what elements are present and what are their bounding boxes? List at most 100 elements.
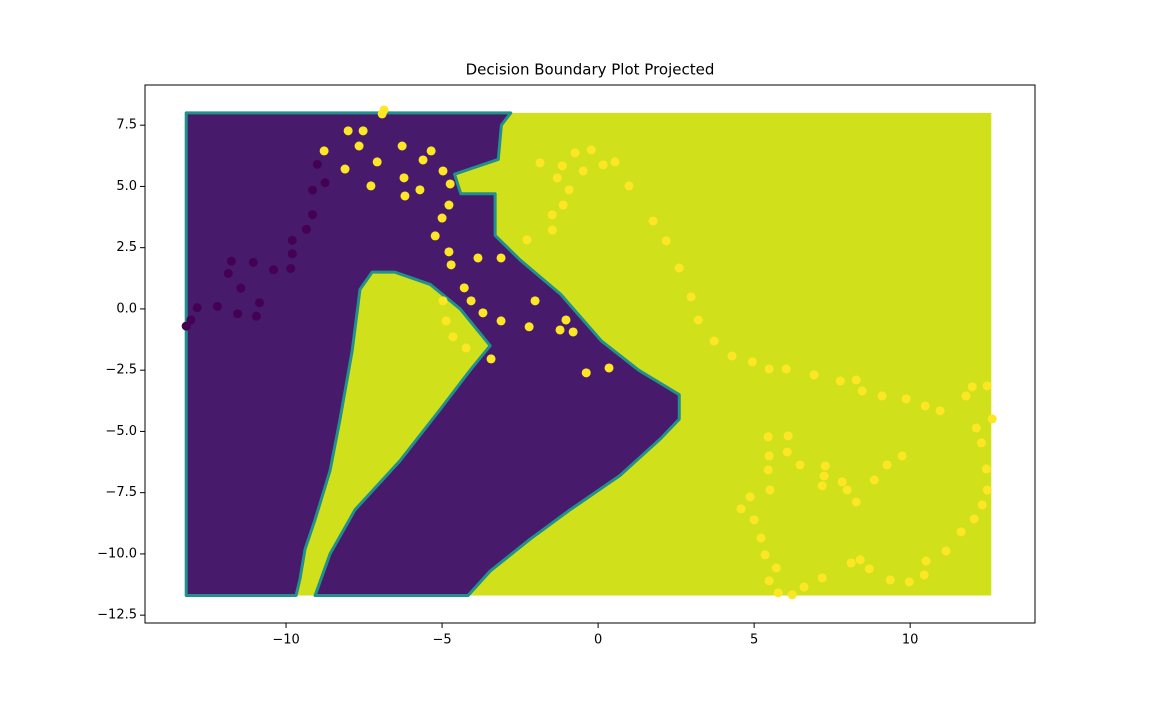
y-tick-label: −5.0	[105, 424, 137, 439]
scatter-point	[430, 231, 440, 241]
scatter-point	[446, 260, 456, 270]
y-tick-label: 5.0	[116, 179, 137, 194]
scatter-point	[981, 464, 991, 474]
scatter-point	[771, 563, 781, 573]
scatter-point	[855, 555, 865, 565]
scatter-point	[438, 296, 448, 306]
scatter-point	[418, 155, 428, 165]
scatter-point	[248, 257, 258, 267]
scatter-point	[648, 216, 658, 226]
scatter-point	[399, 173, 409, 183]
scatter-point	[781, 364, 791, 374]
scatter-point	[366, 181, 376, 191]
y-tick-label: 2.5	[116, 240, 137, 255]
scatter-point	[564, 185, 574, 195]
scatter-point	[709, 336, 719, 346]
scatter-point	[604, 363, 614, 373]
scatter-point	[340, 164, 350, 174]
y-tick-label: −12.5	[97, 608, 137, 623]
scatter-point	[982, 485, 992, 495]
scatter-point	[787, 590, 797, 600]
scatter-point	[941, 546, 951, 556]
scatter-point	[372, 157, 382, 167]
scatter-point	[820, 461, 830, 471]
scatter-point	[869, 475, 879, 485]
scatter-point	[437, 213, 447, 223]
scatter-point	[301, 224, 311, 234]
scatter-point	[552, 173, 562, 183]
scatter-point	[223, 268, 233, 278]
scatter-point	[438, 166, 448, 176]
scatter-point	[809, 370, 819, 380]
scatter-point	[547, 210, 557, 220]
plot-frame	[144, 84, 1036, 624]
scatter-point	[598, 160, 608, 170]
scatter-point	[578, 166, 588, 176]
y-tick-label: −7.5	[105, 485, 137, 500]
scatter-point	[919, 570, 929, 580]
scatter-point	[308, 210, 318, 220]
scatter-point	[935, 406, 945, 416]
scatter-point	[530, 296, 540, 306]
scatter-point	[444, 200, 454, 210]
scatter-point	[461, 343, 471, 353]
scatter-point	[674, 263, 684, 273]
scatter-point	[727, 351, 737, 361]
scatter-point	[192, 303, 202, 313]
scatter-point	[857, 386, 867, 396]
scatter-point	[763, 465, 773, 475]
scatter-point	[763, 432, 773, 442]
scatter-point	[400, 191, 410, 201]
scatter-point	[586, 145, 596, 155]
scatter-point	[287, 249, 297, 259]
scatter-point	[956, 527, 966, 537]
scatter-point	[977, 500, 987, 510]
scatter-point	[251, 311, 261, 321]
scatter-point	[343, 126, 353, 136]
scatter-point	[773, 588, 783, 598]
scatter-point	[445, 179, 455, 189]
scatter-point	[760, 550, 770, 560]
scatter-point	[524, 322, 534, 332]
scatter-point	[287, 235, 297, 245]
scatter-point	[319, 146, 329, 156]
scatter-point	[377, 109, 387, 119]
scatter-point	[756, 533, 766, 543]
scatter-point	[181, 321, 191, 331]
scatter-point	[969, 514, 979, 524]
scatter-point	[522, 235, 532, 245]
scatter-point	[496, 253, 506, 263]
scatter-point	[444, 247, 454, 257]
y-tick-label: 0.0	[116, 301, 137, 316]
y-tick-label: −10.0	[97, 546, 137, 561]
scatter-point	[354, 141, 364, 151]
scatter-point	[570, 148, 580, 158]
scatter-point	[842, 485, 852, 495]
scatter-point	[459, 283, 469, 293]
scatter-point	[817, 481, 827, 491]
scatter-point	[581, 368, 591, 378]
scatter-point	[473, 253, 483, 263]
scatter-point	[817, 573, 827, 583]
scatter-point	[885, 575, 895, 585]
scatter-point	[236, 283, 246, 293]
scatter-point	[486, 354, 496, 364]
scatter-point	[971, 423, 981, 433]
scatter-point	[693, 315, 703, 325]
scatter-point	[415, 185, 425, 195]
x-tick-label: −5	[432, 633, 451, 648]
x-tick-label: 5	[750, 633, 758, 648]
y-tick-label: 7.5	[116, 118, 137, 133]
scatter-point	[358, 126, 368, 136]
scatter-point	[782, 447, 792, 457]
scatter-point	[555, 325, 565, 335]
scatter-point	[269, 265, 279, 275]
scatter-point	[835, 376, 845, 386]
scatter-point	[661, 236, 671, 246]
scatter-point	[397, 141, 407, 151]
scatter-point	[535, 158, 545, 168]
scatter-point	[764, 364, 774, 374]
scatter-point	[976, 438, 986, 448]
scatter-point	[466, 296, 476, 306]
